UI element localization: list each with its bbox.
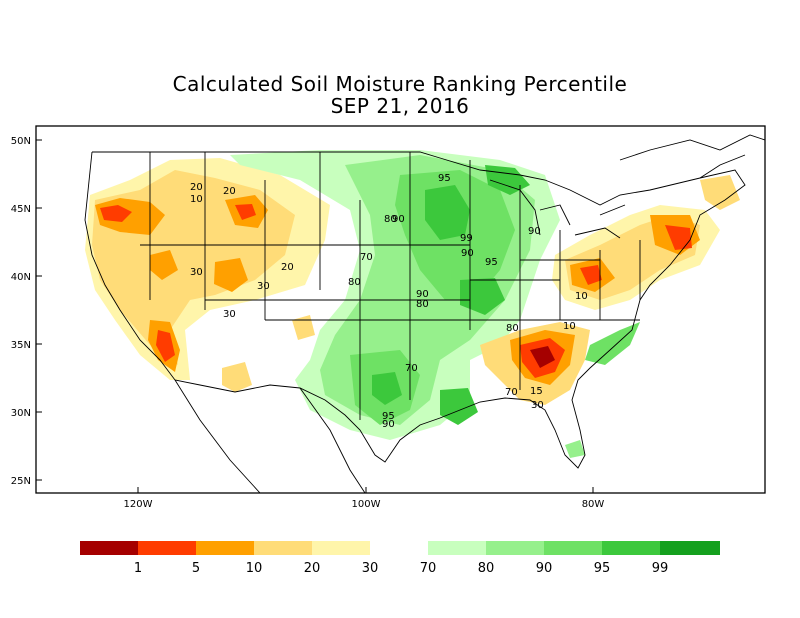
shaded-field: [85, 150, 740, 458]
contour-label: 90: [528, 226, 541, 237]
lat-label-50n: 50N: [11, 136, 31, 147]
legend-label: 90: [536, 561, 553, 576]
contour-label: 80: [348, 277, 361, 288]
carolina-wet-area: [585, 322, 640, 365]
contour-label: 80: [506, 323, 519, 334]
mexico-outline: [174, 379, 366, 493]
contour-label: 30: [223, 309, 236, 320]
latitude-ticks: [36, 139, 594, 493]
contour-label: 20: [281, 262, 294, 273]
gulf-wet-core: [440, 388, 478, 425]
southwest-dry-cell: [222, 362, 252, 392]
lat-label-25n: 25N: [11, 476, 31, 487]
lat-label-45n: 45N: [11, 204, 31, 215]
contour-label: 90: [392, 214, 405, 225]
new-england-dry-cell: [700, 175, 740, 210]
west-dry-cell-4: [235, 204, 256, 220]
upper-midwest-wet-core: [485, 165, 530, 195]
west-dry-cell-5: [214, 258, 248, 292]
legend-label: 70: [420, 561, 437, 576]
lon-label-120w: 120W: [124, 499, 153, 510]
plot-frame: [35, 125, 766, 494]
contour-label: 90: [382, 419, 395, 430]
map-date: SEP 21, 2016: [330, 94, 470, 118]
missouri-wet-core: [460, 278, 505, 315]
legend-swatch: [486, 541, 544, 555]
contour-label: 15: [530, 386, 543, 397]
contour-label: 80: [384, 214, 397, 225]
southeast-extreme-core: [530, 346, 555, 368]
contour-label: 95: [485, 257, 498, 268]
legend-swatch: [602, 541, 660, 555]
contour-label: 20: [190, 182, 203, 193]
contour-label: 20: [223, 186, 236, 197]
contour-label: 30: [257, 281, 270, 292]
contour-label: 10: [575, 291, 588, 302]
northeast-dry-cell-4: [665, 225, 692, 250]
legend-swatch: [544, 541, 602, 555]
colorado-dry-cell: [292, 315, 315, 340]
legend-swatch: [428, 541, 486, 555]
great-lakes: [489, 179, 626, 239]
legend-label: 95: [594, 561, 611, 576]
lat-label-30n: 30N: [11, 408, 31, 419]
contour-label: 70: [405, 363, 418, 374]
contour-label: 90: [461, 248, 474, 259]
legend-label: 99: [652, 561, 669, 576]
legend-swatch: [138, 541, 196, 555]
contour-label: 30: [531, 400, 544, 411]
legend-label: 80: [478, 561, 495, 576]
lon-label-80w: 80W: [582, 499, 605, 510]
contour-label: 80: [416, 299, 429, 310]
lat-label-40n: 40N: [11, 272, 31, 283]
lon-label-100w: 100W: [352, 499, 381, 510]
northeast-dry-cell-2: [580, 265, 602, 285]
west-dry-cell-2: [100, 205, 132, 222]
west-dry-cell-8: [156, 330, 175, 362]
contour-label: 30: [190, 267, 203, 278]
west-dry-cell-6: [150, 250, 178, 280]
contour-label: 95: [382, 411, 395, 422]
state-lines: [140, 152, 641, 420]
contour-label: 99: [460, 233, 473, 244]
contour-label: 70: [360, 252, 373, 263]
legend-swatch: [660, 541, 720, 555]
legend-label: 20: [304, 561, 321, 576]
legend-label: 5: [192, 561, 200, 576]
midwest-wet-core: [425, 185, 470, 240]
legend-label: 1: [134, 561, 142, 576]
legend-label: 10: [246, 561, 263, 576]
contour-label: 70: [505, 387, 518, 398]
lat-label-35n: 35N: [11, 340, 31, 351]
contour-label: 10: [563, 321, 576, 332]
texas-wet-core: [372, 372, 402, 405]
legend-swatch: [196, 541, 254, 555]
map-title: Calculated Soil Moisture Ranking Percent…: [172, 72, 628, 96]
legend-swatch: [312, 541, 370, 555]
contour-label: 90: [416, 289, 429, 300]
us-outline: [84, 151, 746, 469]
legend-swatch: [80, 541, 138, 555]
legend-swatch: [370, 541, 428, 555]
contour-labels: 95 20 20 10 30 30 20 30 90 80 70 80 90 9…: [190, 173, 588, 430]
legend: 1 5 10 20 30 70 80 90 95 99: [80, 541, 720, 576]
contour-label: 10: [190, 194, 203, 205]
contour-label: 95: [438, 173, 451, 184]
boundaries: [84, 134, 765, 493]
legend-swatch: [254, 541, 312, 555]
canada-coast: [619, 134, 765, 179]
florida-wet-cell: [565, 440, 585, 458]
legend-label: 30: [362, 561, 379, 576]
